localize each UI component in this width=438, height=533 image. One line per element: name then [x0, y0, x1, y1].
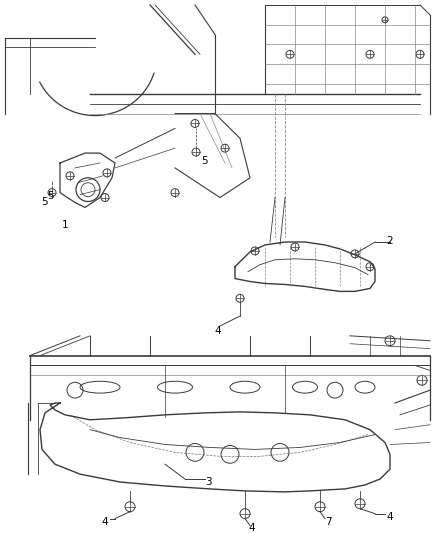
Text: 5: 5: [42, 198, 48, 207]
Text: 4: 4: [387, 512, 393, 522]
Text: 4: 4: [215, 326, 221, 336]
Text: 3: 3: [205, 477, 211, 487]
Text: 2: 2: [387, 236, 393, 246]
Text: 5: 5: [201, 156, 208, 166]
Text: 7: 7: [325, 516, 331, 527]
Text: 1: 1: [62, 220, 68, 230]
Text: 4: 4: [249, 523, 255, 533]
Text: 5: 5: [47, 191, 53, 200]
Text: 4: 4: [102, 516, 108, 527]
